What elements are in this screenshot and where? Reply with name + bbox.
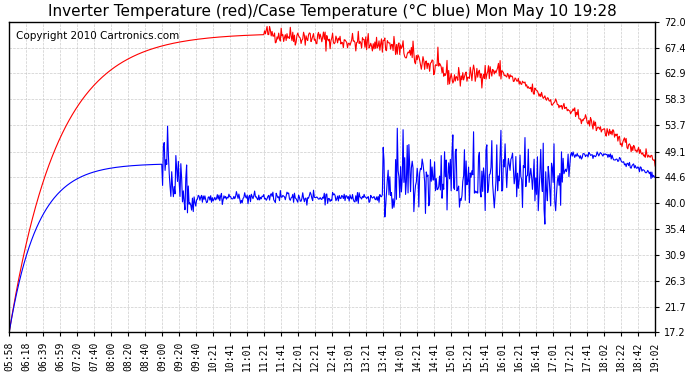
Text: Copyright 2010 Cartronics.com: Copyright 2010 Cartronics.com <box>16 31 179 41</box>
Title: Inverter Temperature (red)/Case Temperature (°C blue) Mon May 10 19:28: Inverter Temperature (red)/Case Temperat… <box>48 4 617 19</box>
